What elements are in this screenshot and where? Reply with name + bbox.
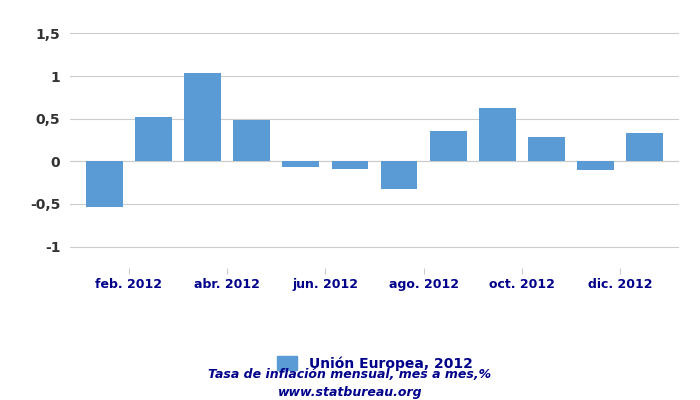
Bar xyxy=(282,161,319,167)
Bar xyxy=(577,161,614,170)
Bar xyxy=(135,117,172,161)
Bar xyxy=(626,133,663,161)
Bar xyxy=(479,108,516,161)
Legend: Unión Europea, 2012: Unión Europea, 2012 xyxy=(271,350,478,376)
Bar xyxy=(86,161,122,206)
Bar xyxy=(381,161,417,189)
Bar xyxy=(430,132,467,161)
Text: www.statbureau.org: www.statbureau.org xyxy=(278,386,422,399)
Bar xyxy=(332,161,368,169)
Bar xyxy=(233,120,270,161)
Bar xyxy=(528,138,565,161)
Text: Tasa de inflación mensual, mes a mes,%: Tasa de inflación mensual, mes a mes,% xyxy=(209,368,491,381)
Bar xyxy=(184,72,221,161)
